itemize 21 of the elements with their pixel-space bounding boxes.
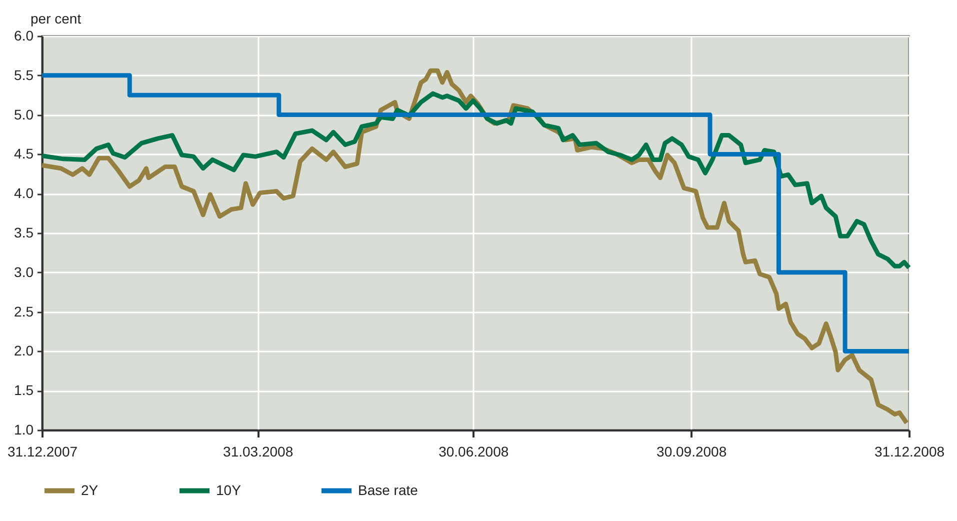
x-tick-label: 31.12.2007: [7, 444, 78, 460]
y-tick-label: 3.0: [14, 264, 34, 280]
x-tick-label: 31.03.2008: [223, 444, 294, 460]
x-tick-label: 31.12.2008: [874, 444, 945, 460]
legend-label: 10Y: [216, 482, 242, 498]
y-tick-label: 5.5: [14, 66, 34, 83]
y-axis-title: per cent: [30, 10, 82, 26]
y-tick-label: 1.5: [14, 382, 34, 398]
x-tick-label: 30.06.2008: [438, 444, 509, 460]
y-tick-label: 2.0: [14, 342, 34, 359]
x-tick-label: 30.09.2008: [656, 444, 727, 460]
legend-label: 2Y: [81, 482, 99, 498]
y-tick-label: 6.0: [14, 28, 34, 44]
y-tick-label: 3.5: [14, 224, 34, 240]
legend-label: Base rate: [358, 482, 418, 498]
y-tick-label: 2.5: [14, 303, 34, 320]
y-tick-label: 5.0: [14, 106, 34, 122]
line-series: [40, 91, 912, 270]
y-tick-label: 1.0: [14, 422, 34, 438]
y-tick-label: 4.0: [14, 185, 34, 202]
y-tick-label: 4.5: [14, 146, 34, 162]
